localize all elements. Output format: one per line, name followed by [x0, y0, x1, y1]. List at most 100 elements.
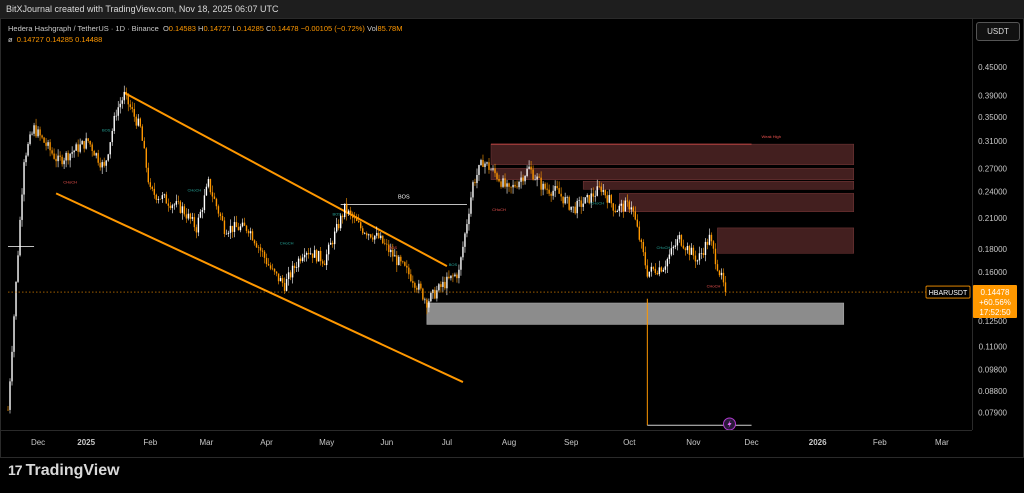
- candle-body-47: [101, 162, 103, 168]
- candle-body-125: [257, 247, 260, 248]
- candle-body-78: [163, 194, 166, 196]
- candle-body-282: [572, 206, 574, 208]
- candle-body-153: [313, 250, 316, 258]
- candle-body-217: [442, 281, 444, 287]
- candle-body-194: [396, 255, 398, 266]
- candle-body-221: [450, 275, 452, 279]
- structure-label-6: BOS: [449, 262, 458, 267]
- candle-body-350: [708, 234, 711, 245]
- candle-body-150: [307, 252, 310, 255]
- candle-body-199: [406, 265, 408, 268]
- candle-body-198: [404, 262, 406, 266]
- candle-body-174: [356, 217, 358, 221]
- structure-label-8: CHoCH: [590, 201, 604, 206]
- candle-body-144: [295, 267, 298, 268]
- candle-body-228: [464, 233, 466, 247]
- candle-body-142: [291, 265, 294, 278]
- candle-body-204: [416, 287, 418, 290]
- candle-body-186: [380, 235, 382, 239]
- price-tag-countdown: 17:52:50: [979, 308, 1011, 317]
- candle-body-135: [277, 273, 280, 282]
- candle-body-32: [71, 152, 73, 154]
- candle-body-354: [716, 264, 719, 271]
- candle-body-209: [426, 299, 428, 308]
- candle-body-56: [119, 103, 121, 108]
- candle-body-286: [580, 200, 582, 207]
- open-value: 0.14583: [168, 24, 196, 33]
- candle-body-280: [568, 197, 570, 210]
- y-tick-12: 0.09800: [978, 366, 1007, 375]
- candle-body-202: [412, 281, 414, 283]
- candle-body-178: [364, 233, 366, 234]
- candle-body-324: [656, 273, 659, 275]
- candle-body-241: [490, 169, 492, 171]
- candle-body-115: [237, 227, 240, 231]
- candle-body-309: [626, 200, 628, 202]
- candle-body-36: [79, 144, 81, 152]
- candle-body-102: [211, 192, 214, 197]
- candle-body-269: [546, 188, 548, 190]
- candle-body-99: [205, 186, 208, 196]
- candle-body-116: [239, 226, 242, 231]
- candle-body-357: [722, 272, 725, 283]
- x-tick-13: 2026: [809, 438, 827, 447]
- candle-body-91: [189, 213, 192, 219]
- candle-body-332: [672, 246, 675, 249]
- candle-body-226: [460, 257, 462, 270]
- candle-body-300: [608, 195, 610, 203]
- candle-body-343: [694, 255, 697, 262]
- candle-body-0: [7, 409, 9, 411]
- candle-body-254: [516, 186, 518, 188]
- candle-body-307: [622, 203, 624, 212]
- candle-body-284: [576, 200, 578, 214]
- candle-body-251: [510, 186, 512, 188]
- currency-button[interactable]: USDT: [976, 22, 1020, 41]
- open-label: O: [162, 24, 169, 33]
- candle-body-86: [179, 201, 182, 213]
- candle-body-113: [233, 222, 236, 232]
- candle-body-348: [704, 241, 707, 255]
- candle-body-257: [522, 177, 524, 182]
- candle-body-110: [227, 232, 230, 234]
- candle-body-275: [558, 188, 560, 194]
- symbol-tag-label: HBARUSDT: [929, 290, 968, 297]
- candle-body-238: [484, 163, 486, 167]
- channel-upper-line: [123, 91, 448, 267]
- candle-body-76: [159, 198, 162, 200]
- candle-body-167: [341, 215, 344, 218]
- candle-body-313: [634, 211, 637, 220]
- candle-body-82: [171, 205, 174, 209]
- price-tag-price: 0.14478: [981, 288, 1010, 297]
- x-tick-2: Feb: [143, 438, 157, 447]
- candle-body-7: [21, 194, 23, 220]
- candle-body-290: [588, 195, 590, 204]
- candle-body-81: [169, 205, 172, 209]
- candle-body-129: [265, 257, 268, 265]
- symbol-tag-box: [925, 285, 971, 299]
- candle-body-214: [436, 290, 438, 299]
- candle-body-163: [333, 231, 336, 245]
- candle-body-119: [245, 225, 248, 231]
- candle-body-108: [223, 220, 226, 234]
- candle-body-158: [323, 263, 326, 266]
- candle-body-316: [640, 239, 643, 243]
- candle-body-33: [73, 150, 75, 153]
- y-tick-10: 0.12500: [978, 317, 1007, 326]
- candle-body-328: [664, 266, 667, 270]
- y-tick-0: 0.45000: [978, 63, 1007, 72]
- candle-body-242: [492, 168, 494, 170]
- candle-body-132: [271, 268, 274, 270]
- candle-body-196: [400, 256, 402, 262]
- pair-title[interactable]: Hedera Hashgraph / TetherUS · 1D · Binan…: [8, 24, 159, 33]
- indicator-symbol[interactable]: ø: [8, 35, 13, 44]
- tradingview-logo[interactable]: 17 TradingView: [8, 462, 120, 480]
- candle-body-336: [680, 234, 683, 246]
- price-chart[interactable]: Weak High BOS BOS CHoCH CHoCH CHoCH BOS BOS BOS C…: [0, 0, 1024, 458]
- candle-body-207: [422, 288, 424, 300]
- candle-body-30: [67, 152, 69, 161]
- candle-body-67: [141, 126, 143, 141]
- candle-body-193: [394, 255, 396, 257]
- x-tick-12: Dec: [744, 438, 758, 447]
- channel-lower-line: [55, 192, 464, 383]
- candle-body-176: [360, 222, 362, 229]
